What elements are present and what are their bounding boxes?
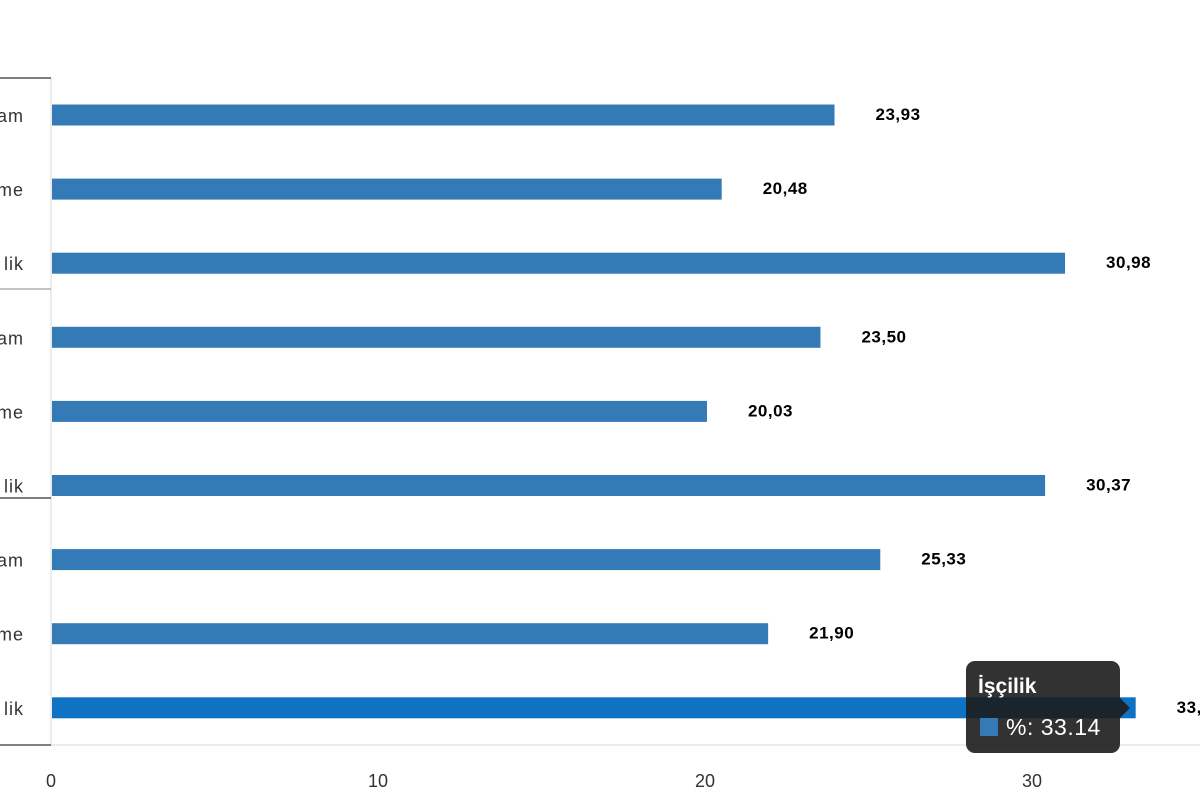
tooltip-value: %: 33.14	[1006, 714, 1101, 740]
data-label: 30,37	[1086, 476, 1131, 495]
category-label: lik	[4, 477, 24, 497]
bar[interactable]	[52, 104, 835, 126]
data-label: 23,50	[861, 327, 906, 346]
tooltip: İşçilik %: 33.14	[966, 661, 1130, 753]
x-tick-label: 0	[46, 771, 56, 791]
category-label: am	[0, 328, 24, 348]
data-label: 23,93	[876, 105, 921, 124]
tooltip-arrow	[1120, 698, 1130, 718]
x-tick-label: 10	[368, 771, 388, 791]
data-label: 33,14	[1177, 698, 1200, 717]
data-label: 21,90	[809, 624, 854, 643]
bar[interactable]	[52, 252, 1066, 274]
x-tick-label: 30	[1022, 771, 1042, 791]
category-label: lik	[4, 699, 24, 719]
category-label: am	[0, 551, 24, 571]
bar[interactable]	[52, 697, 1136, 719]
bar[interactable]	[52, 326, 821, 348]
data-label: 20,48	[763, 179, 808, 198]
bar[interactable]	[52, 400, 707, 422]
category-label: me	[0, 402, 24, 422]
category-label: me	[0, 625, 24, 645]
bar[interactable]	[52, 623, 769, 645]
bar[interactable]	[52, 475, 1046, 496]
bar[interactable]	[52, 178, 722, 200]
x-tick-label: 20	[695, 771, 715, 791]
category-label: lik	[4, 254, 24, 274]
category-label: am	[0, 106, 24, 126]
data-label: 25,33	[921, 550, 966, 569]
data-label: 20,03	[748, 401, 793, 420]
bar[interactable]	[52, 549, 881, 571]
tooltip-title: İşçilik	[978, 675, 1037, 698]
tooltip-swatch	[980, 718, 998, 736]
category-label: me	[0, 180, 24, 200]
data-label: 30,98	[1106, 253, 1151, 272]
